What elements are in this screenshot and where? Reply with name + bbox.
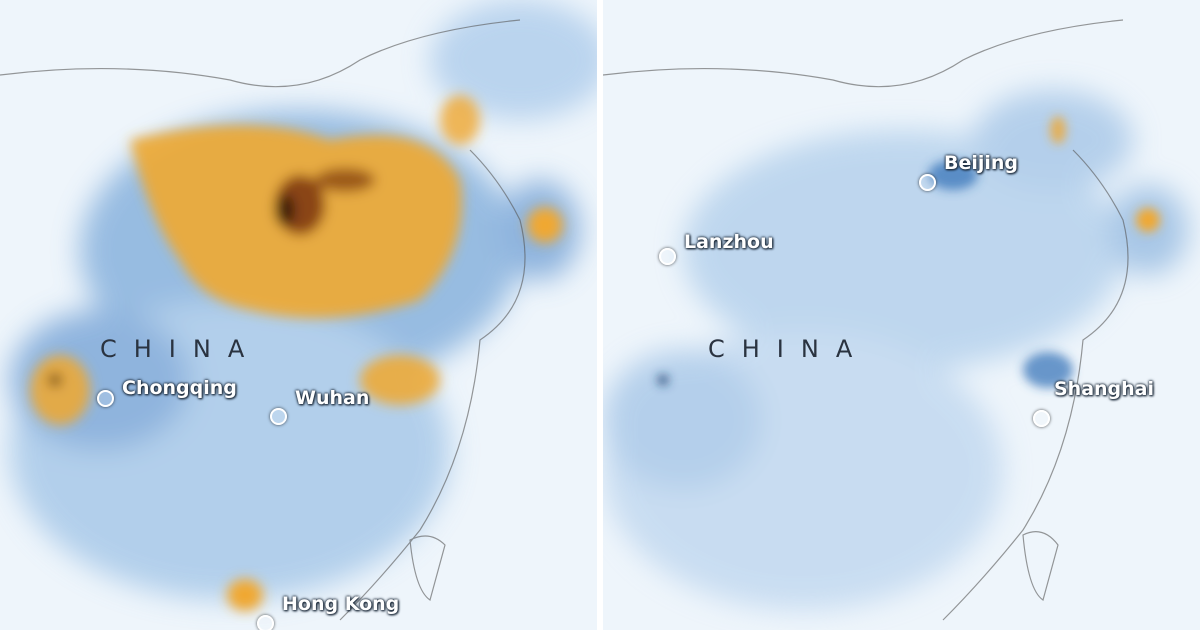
city-marker-icon [659, 248, 676, 265]
city-marker-icon [257, 615, 274, 630]
city-lanzhou: Lanzhou [659, 218, 774, 265]
country-label: CHINA [100, 335, 262, 363]
city-label: Lanzhou [684, 230, 774, 253]
city-wuhan: Wuhan [270, 370, 369, 425]
city-hong-kong: Hong Kong [257, 575, 399, 630]
city-chongqing: Chongqing [97, 377, 237, 407]
pollution-map-after [603, 19, 1188, 621]
map-panel-before: CHINA Chongqing Wuhan Hong Kong [0, 0, 597, 630]
city-label: Hong Kong [282, 592, 400, 615]
country-label: CHINA [708, 335, 870, 363]
city-marker-icon [919, 174, 936, 191]
city-marker-icon [270, 408, 287, 425]
map-panel-after: CHINA Beijing Lanzhou Shanghai [603, 0, 1200, 630]
city-label: Wuhan [295, 386, 370, 409]
city-label: Beijing [944, 151, 1019, 174]
city-label: Shanghai [1054, 377, 1155, 400]
city-label: Chongqing [122, 376, 237, 399]
city-beijing: Beijing [919, 134, 1018, 191]
city-marker-icon [97, 390, 114, 407]
city-shanghai: Shanghai [1033, 350, 1154, 427]
city-marker-icon [1033, 410, 1050, 427]
pollution-map-before [0, 0, 597, 621]
